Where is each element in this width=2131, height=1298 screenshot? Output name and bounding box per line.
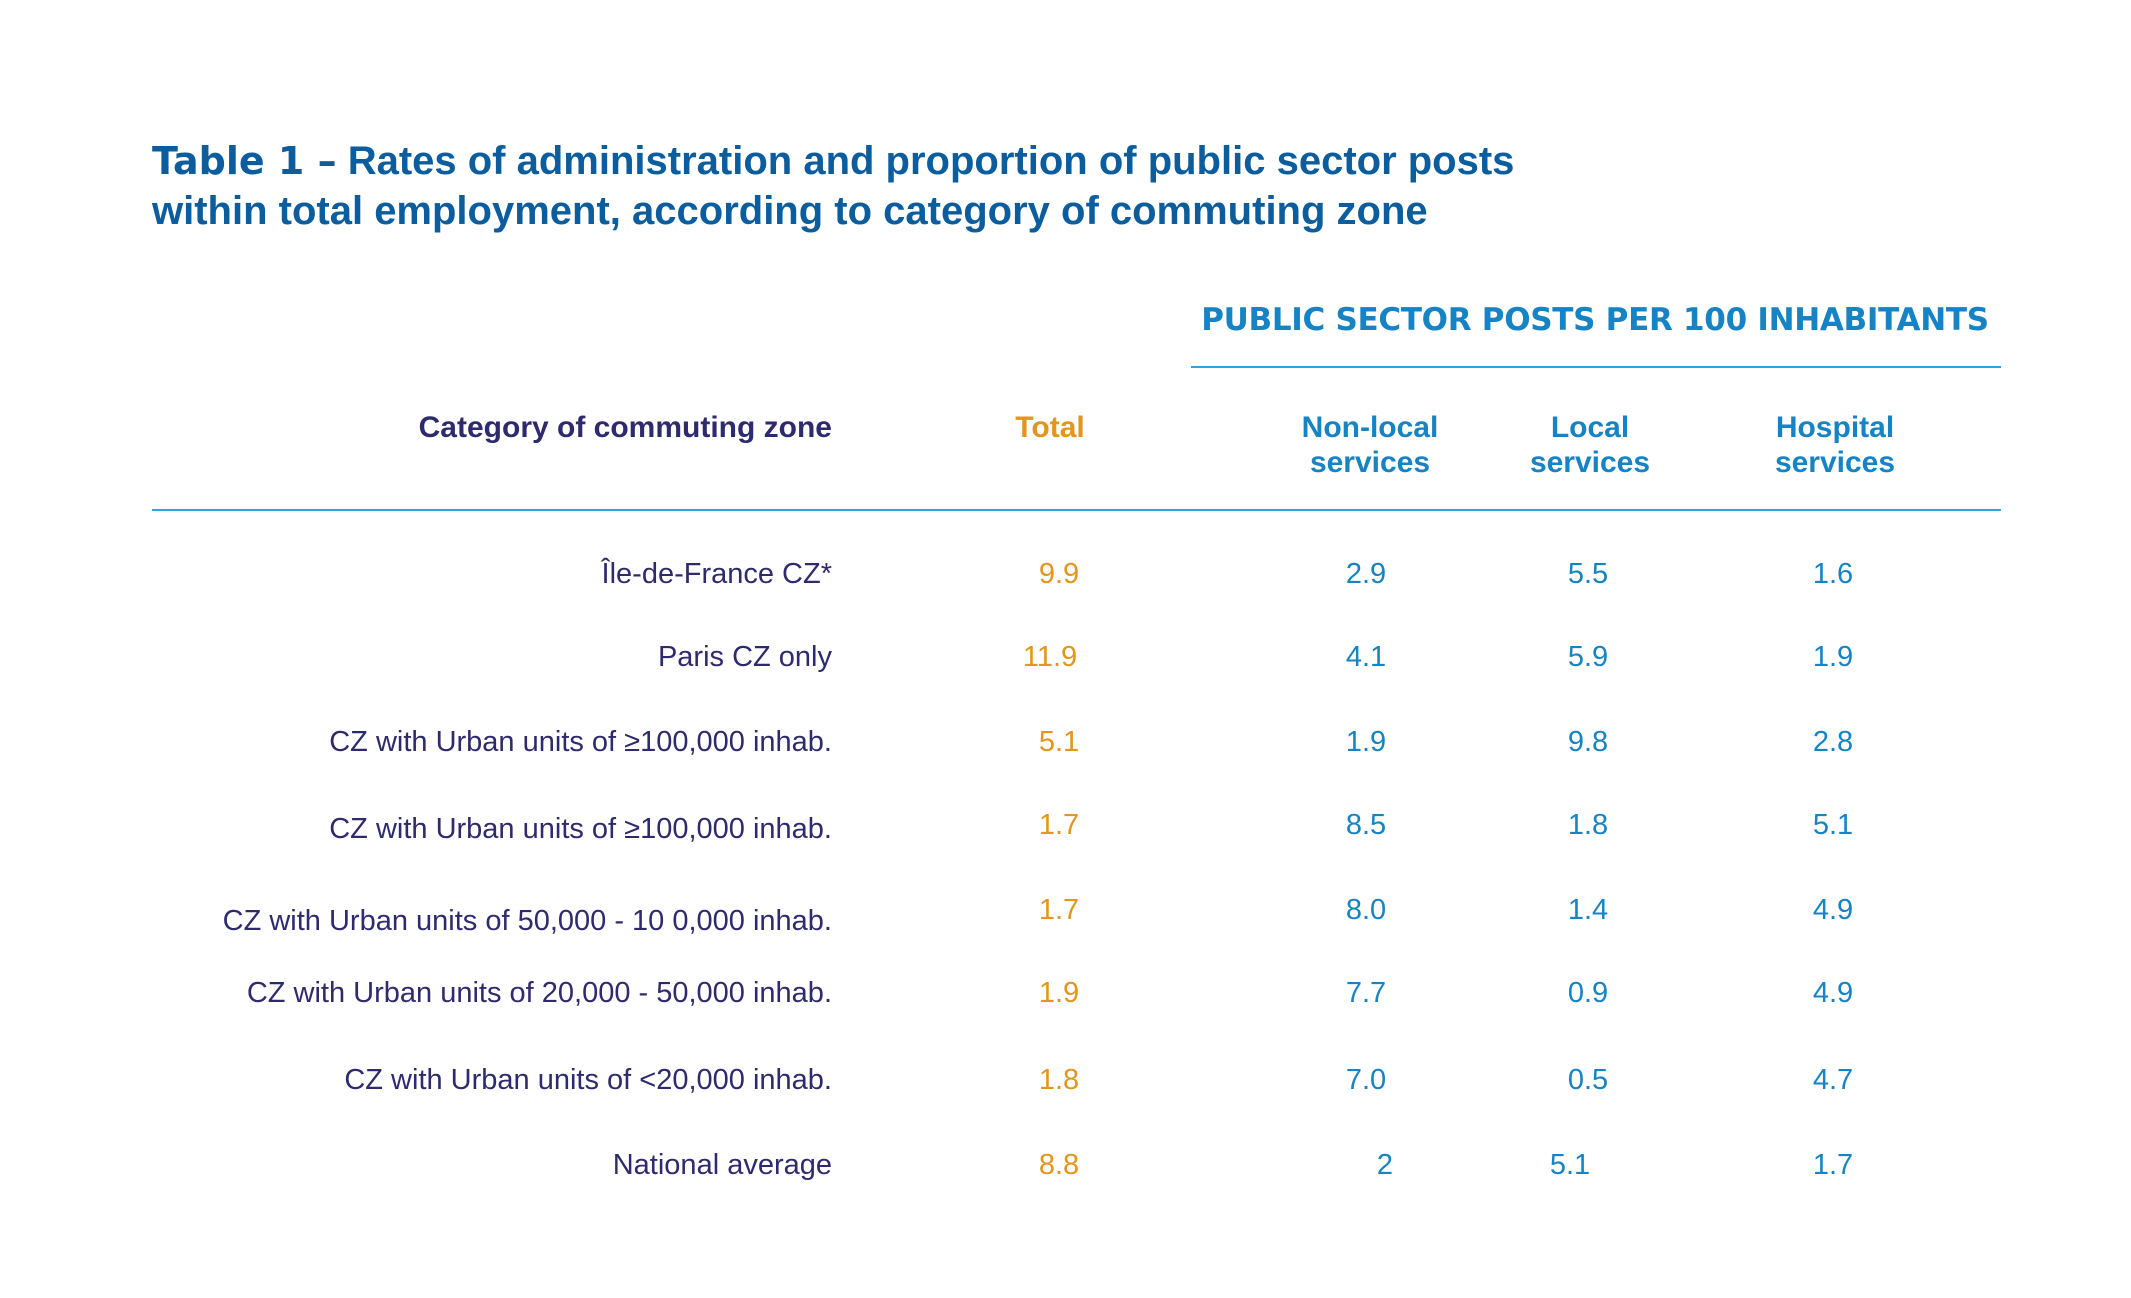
group-header-divider xyxy=(1191,366,2001,368)
column-header-hospital-line-2: services xyxy=(1774,446,1896,479)
local-cell: 1.8 xyxy=(1567,809,1609,841)
local-cell: 5.9 xyxy=(1567,641,1609,673)
non-local-cell: 4.1 xyxy=(1345,641,1387,673)
non-local-cell: 2.9 xyxy=(1345,558,1387,590)
total-cell: 1.7 xyxy=(1038,894,1080,926)
total-cell: 1.8 xyxy=(1038,1064,1080,1096)
local-cell: 5.5 xyxy=(1567,558,1609,590)
total-cell: 9.9 xyxy=(1038,558,1080,590)
row-label: Île-de-France CZ* xyxy=(601,558,832,590)
table-number: Table 1 – xyxy=(152,139,337,183)
hospital-cell: 1.7 xyxy=(1812,1149,1854,1181)
title-line-2: within total employment, according to ca… xyxy=(152,189,1428,233)
total-cell: 1.9 xyxy=(1038,977,1080,1009)
hospital-cell: 4.9 xyxy=(1812,894,1854,926)
local-cell: 9.8 xyxy=(1567,726,1609,758)
local-cell: 0.9 xyxy=(1567,977,1609,1009)
header-divider xyxy=(152,509,2001,511)
hospital-cell: 1.9 xyxy=(1812,641,1854,673)
total-cell: 11.9 xyxy=(1022,641,1078,673)
total-cell: 5.1 xyxy=(1038,726,1080,758)
hospital-cell: 2.8 xyxy=(1812,726,1854,758)
column-header-category: Category of commuting zone xyxy=(418,411,832,444)
non-local-cell: 7.0 xyxy=(1345,1064,1387,1096)
total-cell: 1.7 xyxy=(1038,809,1080,841)
table-title: Table 1 – Rates of administration and pr… xyxy=(152,136,1852,236)
row-label: National average xyxy=(612,1149,832,1181)
local-cell: 1.4 xyxy=(1567,894,1609,926)
column-header-hospital-line-1: Hospital xyxy=(1775,411,1895,444)
column-header-local-line-2: services xyxy=(1529,446,1651,479)
row-label: CZ with Urban units of 20,000 - 50,000 i… xyxy=(246,977,832,1009)
column-header-hospital: Hospital services xyxy=(1735,410,1935,480)
title-line-1: Rates of administration and proportion o… xyxy=(336,139,1515,183)
hospital-cell: 4.7 xyxy=(1812,1064,1854,1096)
hospital-cell: 5.1 xyxy=(1812,809,1854,841)
non-local-cell: 8.5 xyxy=(1345,809,1387,841)
non-local-cell: 7.7 xyxy=(1345,977,1387,1009)
column-header-local-line-1: Local xyxy=(1550,411,1630,444)
non-local-cell: 2 xyxy=(1376,1149,1394,1181)
local-cell: 5.1 xyxy=(1549,1149,1591,1181)
column-header-non-local: Non-local services xyxy=(1270,410,1470,480)
column-header-local: Local services xyxy=(1490,410,1690,480)
total-cell: 8.8 xyxy=(1038,1149,1080,1181)
hospital-cell: 4.9 xyxy=(1812,977,1854,1009)
row-label: CZ with Urban units of ≥100,000 inhab. xyxy=(329,813,832,845)
hospital-cell: 1.6 xyxy=(1812,558,1854,590)
row-label: CZ with Urban units of 50,000 - 10 0,000… xyxy=(222,905,832,937)
local-cell: 0.5 xyxy=(1567,1064,1609,1096)
column-group-header: PUBLIC SECTOR POSTS PER 100 INHABITANTS xyxy=(1201,302,1989,338)
non-local-cell: 1.9 xyxy=(1345,726,1387,758)
row-label: Paris CZ only xyxy=(657,641,832,673)
column-header-total: Total xyxy=(1015,411,1085,444)
non-local-cell: 8.0 xyxy=(1345,894,1387,926)
row-label: CZ with Urban units of ≥100,000 inhab. xyxy=(329,726,832,758)
column-header-non-local-line-1: Non-local xyxy=(1301,411,1439,444)
column-header-non-local-line-2: services xyxy=(1309,446,1431,479)
row-label: CZ with Urban units of <20,000 inhab. xyxy=(344,1064,832,1096)
